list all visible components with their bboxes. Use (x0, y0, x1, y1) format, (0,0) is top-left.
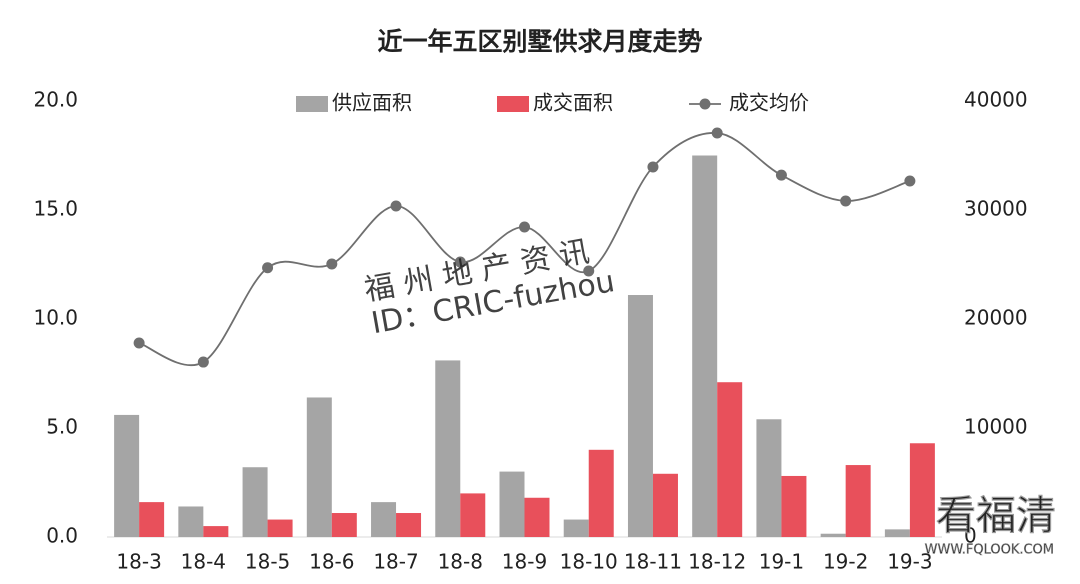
x-tick-label: 18-3 (116, 550, 161, 574)
x-tick-label: 18-11 (624, 550, 682, 574)
legend-label: 成交均价 (729, 91, 809, 115)
x-tick-label: 18-12 (688, 550, 746, 574)
x-tick-label: 18-7 (373, 550, 418, 574)
line-marker (711, 127, 723, 139)
bar (242, 467, 268, 537)
bar (203, 526, 229, 537)
bar (371, 502, 397, 537)
chart-title: 近一年五区别墅供求月度走势 (377, 27, 702, 56)
y2-tick-label: 40000 (964, 88, 1028, 112)
line-marker (326, 258, 338, 270)
line-marker (262, 262, 274, 274)
bar (781, 475, 807, 537)
line-marker (647, 161, 659, 173)
bar (178, 506, 204, 537)
bar (396, 513, 422, 537)
x-tick-label: 18-6 (309, 550, 354, 574)
bar (460, 493, 486, 537)
bar (139, 502, 165, 537)
x-tick-label: 18-8 (438, 550, 483, 574)
y2-tick-label: 30000 (964, 197, 1028, 221)
bar (524, 497, 550, 537)
line-marker (197, 356, 209, 368)
y-tick-label: 10.0 (33, 306, 78, 330)
watermark: 看福清 (936, 493, 1056, 539)
line-marker (775, 169, 787, 181)
legend-label: 成交面积 (533, 91, 613, 115)
y-tick-label: 20.0 (33, 88, 78, 112)
x-tick-label: 19-2 (823, 550, 868, 574)
line-marker (133, 337, 145, 349)
y2-tick-label: 20000 (964, 306, 1028, 330)
line-marker (519, 221, 530, 233)
line-marker (390, 200, 402, 212)
legend-marker (699, 98, 711, 110)
bar (627, 295, 653, 537)
legend-swatch (296, 96, 328, 112)
y2-tick-label: 0 (964, 524, 977, 548)
legend-swatch (497, 96, 529, 112)
watermark: WWW.FQLOOK.COM (925, 543, 1054, 558)
bar (114, 414, 140, 537)
line-marker (583, 265, 595, 277)
bar (756, 419, 782, 537)
bar (306, 397, 332, 537)
line-marker (904, 175, 916, 187)
y-tick-label: 0.0 (46, 524, 78, 548)
bar (499, 471, 525, 537)
bar (884, 529, 910, 537)
bar (563, 519, 589, 537)
bar (820, 533, 846, 537)
bar (588, 449, 614, 537)
bar (909, 443, 935, 537)
x-tick-label: 18-4 (181, 550, 226, 574)
y2-tick-label: 10000 (964, 415, 1028, 439)
bar (692, 155, 718, 537)
x-tick-label: 18-10 (560, 550, 618, 574)
y-tick-label: 15.0 (33, 197, 78, 221)
legend-label: 供应面积 (332, 91, 412, 115)
bar (435, 360, 461, 537)
line-marker (840, 195, 852, 207)
x-tick-label: 18-5 (245, 550, 290, 574)
x-tick-label: 19-1 (759, 550, 804, 574)
x-tick-label: 19-3 (887, 550, 932, 574)
x-tick-label: 18-9 (502, 550, 547, 574)
bar (267, 519, 293, 537)
line-marker (454, 256, 466, 268)
bar (717, 382, 743, 537)
bar (845, 465, 871, 537)
bar (652, 473, 678, 537)
bar (331, 513, 357, 537)
y-tick-label: 5.0 (46, 415, 78, 439)
